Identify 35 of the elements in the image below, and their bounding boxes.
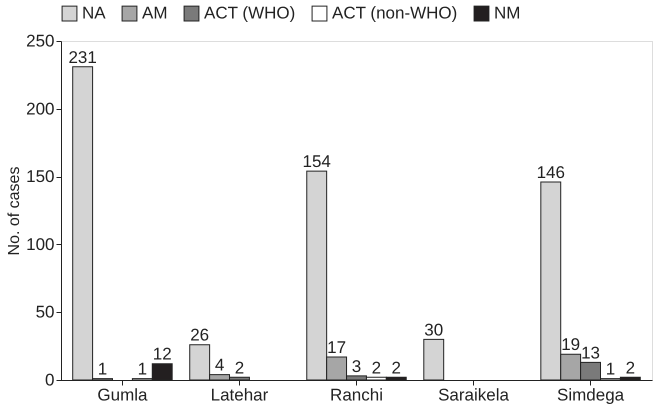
data-label: 4 — [214, 356, 224, 375]
data-label: 30 — [424, 320, 444, 340]
data-label: 26 — [190, 326, 210, 345]
data-label: 12 — [152, 344, 172, 364]
data-label: 17 — [327, 338, 346, 357]
data-label: 2 — [392, 358, 402, 378]
y-tick-label: 250 — [26, 32, 54, 50]
data-label: 13 — [581, 343, 600, 362]
legend-label: ACT (non-WHO) — [332, 4, 458, 23]
x-tick-label: Simdega — [557, 386, 625, 404]
data-label: 1 — [98, 360, 108, 379]
y-tick-label: 100 — [26, 234, 54, 254]
y-tick-label: 0 — [45, 370, 54, 390]
data-label: 146 — [536, 163, 565, 182]
legend-label: NA — [82, 4, 106, 23]
data-label: 3 — [352, 356, 362, 376]
data-label: 1 — [138, 360, 148, 379]
legend-label: AM — [142, 4, 168, 23]
y-axis-title: No. of cases — [6, 166, 24, 256]
data-label: 154 — [302, 152, 331, 172]
data-label: 2 — [234, 358, 244, 378]
legend-label: ACT (WHO) — [204, 4, 296, 23]
x-tick-label: Saraikela — [438, 386, 510, 404]
x-tick-label: Latehar — [210, 386, 269, 404]
y-tick-label: 200 — [26, 99, 54, 118]
data-label: 2 — [626, 358, 636, 378]
data-label: 1 — [606, 360, 616, 379]
legend-label: NM — [494, 4, 520, 23]
data-label: 19 — [561, 335, 580, 354]
y-tick-label: 50 — [36, 302, 54, 322]
data-label: 2 — [372, 358, 382, 378]
x-tick-label: Gumla — [97, 386, 148, 404]
data-label: 231 — [68, 48, 97, 67]
x-tick-label: Ranchi — [330, 386, 383, 404]
y-tick-label: 150 — [26, 167, 54, 186]
